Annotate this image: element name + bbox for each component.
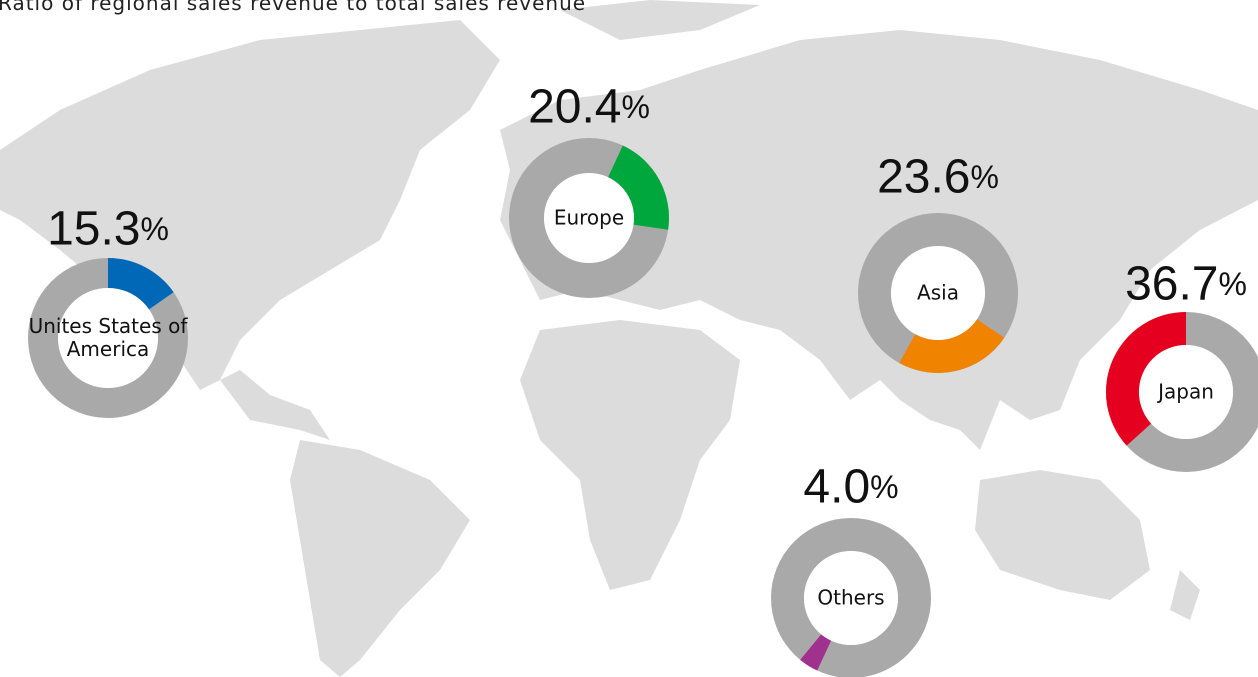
value-label: 23.6% [877, 151, 999, 204]
donut-hole [1139, 345, 1233, 439]
category-label: Europe [553, 205, 625, 230]
chart-title: Ratio of regional sales revenue to total… [0, 0, 587, 15]
category-label: Asia [917, 280, 959, 305]
donut-segment [899, 319, 1005, 374]
category-label: Unites States of America [28, 314, 188, 361]
donut-hole [58, 288, 158, 388]
donut-segment [108, 258, 174, 310]
donut-ring [771, 518, 931, 677]
value-label: 15.3% [47, 203, 169, 256]
donut-segment [1106, 312, 1186, 446]
donut-hole [891, 246, 985, 340]
value-label: 4.0% [803, 461, 898, 514]
value-label: 36.7% [1125, 258, 1247, 311]
value-label: 20.4% [528, 81, 650, 134]
donut-segment [800, 634, 832, 671]
donut-hole [544, 173, 634, 263]
category-label: Others [817, 585, 885, 610]
donut-segment [608, 145, 669, 230]
category-label: Japan [1158, 379, 1214, 404]
donut-hole [804, 551, 898, 645]
